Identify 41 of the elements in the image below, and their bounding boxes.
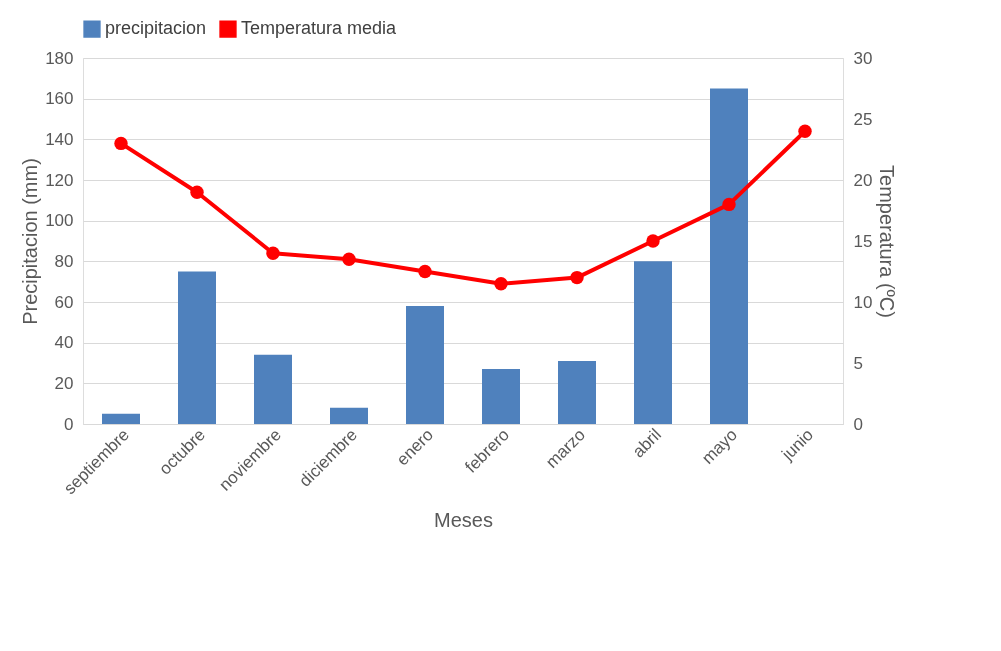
y2-tick-label: 10	[853, 292, 873, 312]
point	[646, 234, 660, 248]
bar	[558, 360, 596, 424]
point	[190, 185, 204, 199]
bar	[102, 413, 140, 424]
y-tick-label: 0	[64, 414, 74, 434]
y-tick-label: 140	[45, 129, 74, 149]
y2-tick-label: 5	[853, 353, 863, 373]
bar	[330, 407, 368, 424]
y-tick-label: 80	[54, 251, 74, 271]
y2-tick-label: 0	[853, 414, 863, 434]
bar	[254, 354, 292, 424]
point	[722, 197, 736, 212]
y2-tick-label: 15	[853, 231, 873, 251]
legend-label: Temperatura media	[241, 18, 398, 39]
bar	[710, 88, 748, 424]
legend-label: precipitacion	[105, 18, 207, 39]
y-axis-title: Precipitacion (mm)	[19, 158, 42, 325]
bar	[406, 306, 444, 424]
x-axis-title: Meses	[434, 509, 493, 532]
point	[342, 252, 356, 266]
point	[114, 136, 128, 151]
point	[494, 277, 508, 291]
y2-tick-label: 30	[853, 48, 873, 68]
y-tick-label: 180	[45, 48, 74, 68]
point	[570, 270, 584, 285]
point	[266, 246, 280, 260]
bar	[482, 369, 520, 424]
y-tick-label: 60	[54, 292, 74, 312]
y-tick-label: 120	[45, 170, 74, 190]
bar	[634, 261, 672, 424]
y-tick-label: 160	[45, 89, 74, 109]
y-tick-label: 20	[54, 373, 74, 393]
y2-tick-label: 25	[853, 109, 873, 129]
point	[798, 124, 812, 138]
y2-axis-title: Temperatura (ºC)	[876, 165, 899, 318]
bar	[178, 271, 216, 424]
y2-tick-label: 20	[853, 170, 873, 190]
y-tick-label: 100	[45, 211, 74, 231]
y-tick-label: 40	[54, 333, 74, 353]
point	[418, 264, 432, 279]
